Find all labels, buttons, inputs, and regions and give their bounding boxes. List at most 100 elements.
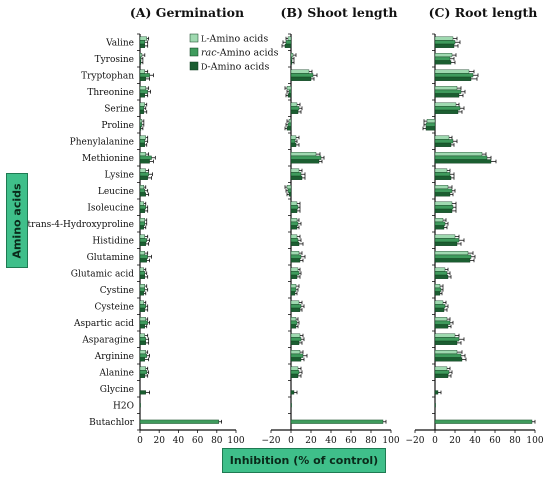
category-label: Butachlor <box>89 418 135 428</box>
bar <box>286 185 292 190</box>
bar <box>434 109 459 114</box>
bar <box>290 254 302 259</box>
bar <box>139 119 143 124</box>
bar <box>139 56 142 61</box>
bar <box>290 403 292 408</box>
x-tick-label: 0 <box>288 436 294 446</box>
bar <box>434 284 441 289</box>
bar <box>434 86 458 91</box>
bar <box>290 350 301 355</box>
bar <box>434 267 446 272</box>
bar <box>284 43 292 48</box>
x-tick-label: 100 <box>382 436 399 446</box>
bar <box>139 238 147 243</box>
bar <box>139 93 146 98</box>
y-axis-label-box: Amino acids <box>6 173 28 268</box>
legend-swatch <box>189 33 199 43</box>
bar <box>139 218 146 223</box>
bar <box>139 284 146 289</box>
bar <box>290 333 301 338</box>
bar <box>434 76 472 81</box>
bar <box>290 267 299 272</box>
x-tick-label: 20 <box>449 436 461 446</box>
bar <box>139 267 145 272</box>
bar <box>139 135 146 140</box>
panel-title: (B) Shoot length <box>280 5 397 20</box>
bar <box>434 192 451 197</box>
bar <box>290 320 298 325</box>
x-tick-label: 60 <box>489 436 501 446</box>
bar <box>434 53 453 58</box>
bar <box>139 287 146 292</box>
bar <box>434 175 452 180</box>
bar <box>290 73 314 78</box>
bar <box>434 172 451 177</box>
x-tick-label: 0 <box>432 436 438 446</box>
category-label: Glycine <box>100 385 134 395</box>
bar <box>434 56 451 61</box>
bar <box>290 225 298 230</box>
bar <box>290 258 301 263</box>
bar <box>139 251 146 256</box>
category-label: Histidine <box>92 236 134 246</box>
bar <box>139 373 146 378</box>
x-tick-label: −20 <box>262 436 281 446</box>
legend-entry: rac-Amino acids <box>201 48 279 59</box>
bar <box>434 340 458 345</box>
bar <box>139 234 146 239</box>
x-tick-label: 40 <box>173 436 185 446</box>
bar <box>139 109 145 114</box>
bar <box>290 159 320 164</box>
bar <box>290 300 300 305</box>
bar <box>139 304 146 309</box>
bar <box>290 53 294 58</box>
legend-swatch <box>189 61 199 71</box>
bar <box>285 40 292 45</box>
bar <box>290 340 300 345</box>
bar <box>434 106 461 111</box>
bar <box>434 201 453 206</box>
bar <box>290 419 384 424</box>
bar <box>139 353 147 358</box>
x-tick-label: 80 <box>365 436 377 446</box>
bar <box>434 304 446 309</box>
bar <box>139 69 146 74</box>
bar <box>290 251 300 256</box>
bar <box>434 135 450 140</box>
bar <box>290 337 302 342</box>
bar <box>139 271 146 276</box>
bar <box>139 403 141 408</box>
bar <box>139 390 146 395</box>
bar <box>290 234 298 239</box>
bar <box>434 60 452 65</box>
bar <box>290 390 295 395</box>
category-label: Proline <box>101 121 134 131</box>
bar <box>425 122 436 127</box>
bar <box>139 258 147 263</box>
bar <box>287 122 292 127</box>
bar <box>434 317 448 322</box>
bar <box>434 258 471 263</box>
bar <box>290 373 299 378</box>
bar <box>290 357 302 362</box>
bar <box>139 337 146 342</box>
bar <box>434 403 436 408</box>
bar <box>139 225 145 230</box>
bar <box>290 175 303 180</box>
bar <box>139 320 148 325</box>
bar <box>290 304 302 309</box>
category-label: Leucine <box>98 187 134 197</box>
bar <box>139 142 146 147</box>
x-tick-label: 20 <box>153 436 165 446</box>
bar <box>434 93 460 98</box>
bar <box>290 172 302 177</box>
bar <box>139 333 146 338</box>
bar <box>139 86 146 91</box>
bar <box>139 192 146 197</box>
bar <box>290 168 300 173</box>
bar <box>434 287 442 292</box>
bar <box>139 60 142 65</box>
legend-entry: L-Amino acids <box>201 34 268 45</box>
bar <box>434 73 474 78</box>
bar <box>425 126 436 131</box>
